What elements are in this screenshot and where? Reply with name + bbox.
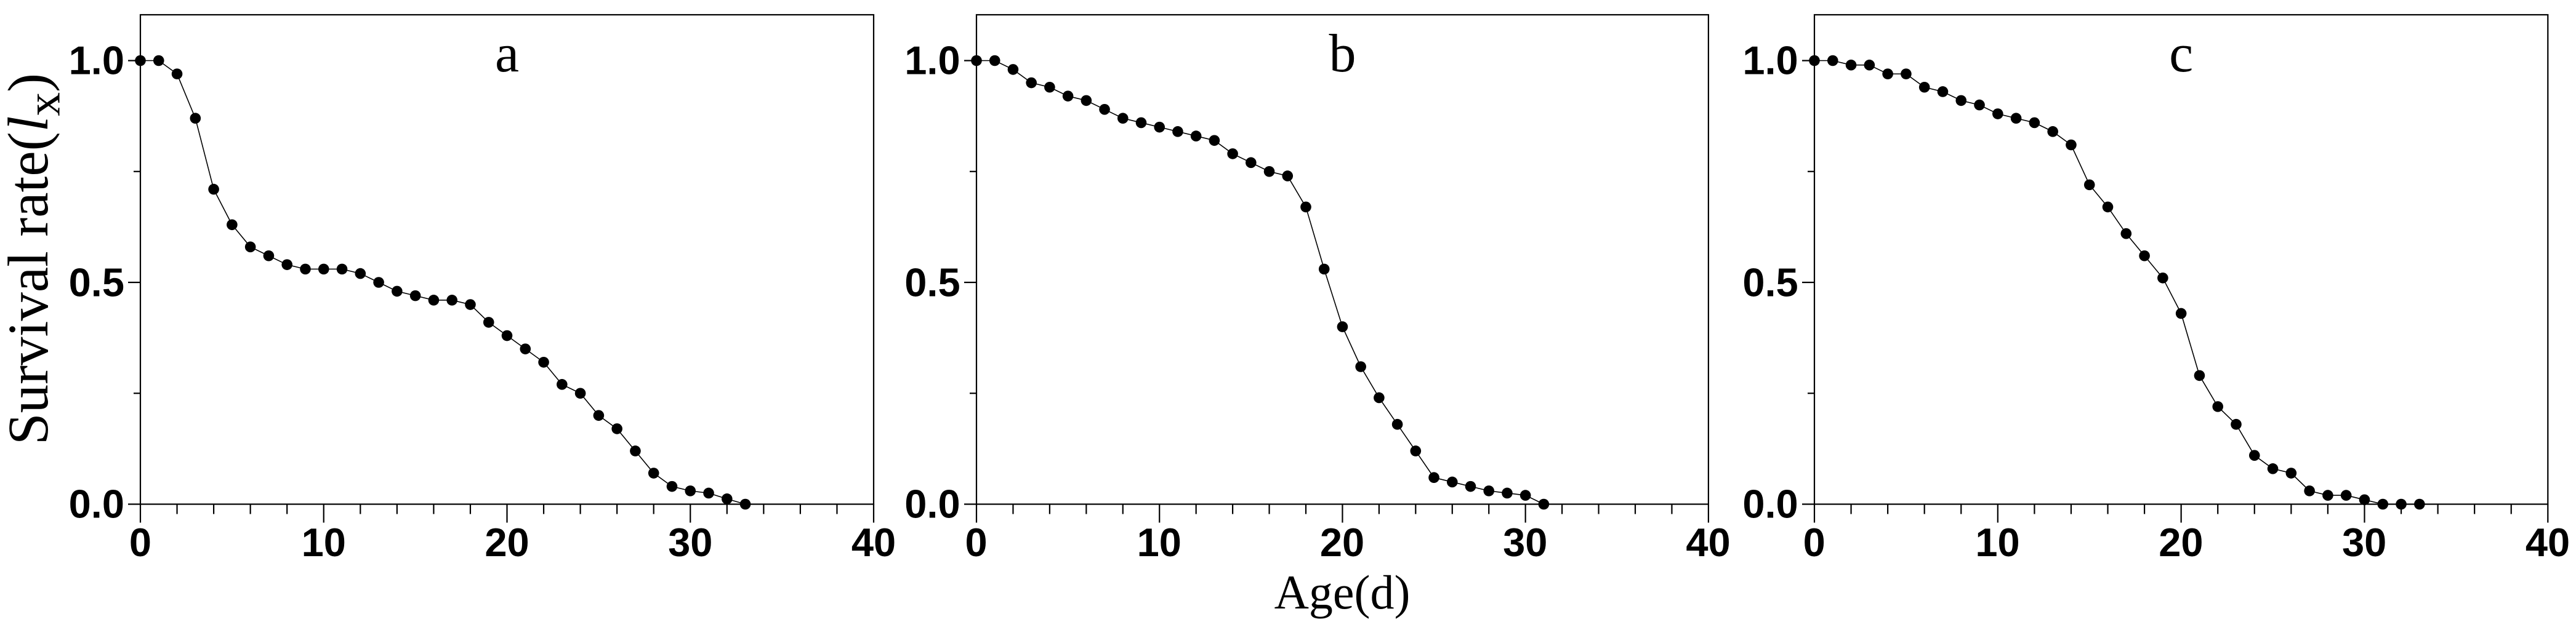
svg-text:b: b bbox=[1329, 24, 1356, 84]
svg-text:c: c bbox=[2169, 24, 2193, 84]
svg-text:a: a bbox=[495, 24, 519, 84]
